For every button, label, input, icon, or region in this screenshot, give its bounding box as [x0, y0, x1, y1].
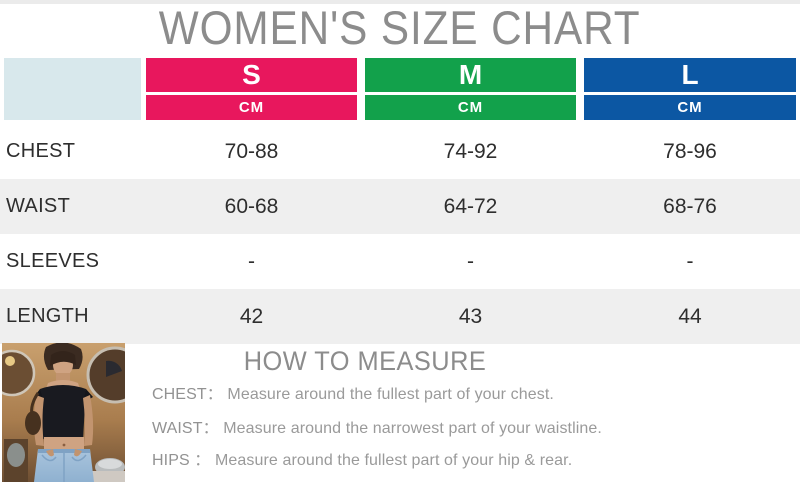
top-divider: [0, 0, 800, 4]
table-row-waist: WAIST 60-68 64-72 68-76: [0, 179, 800, 234]
length-value-s: 42: [239, 305, 264, 328]
table-row-sleeves: SLEEVES - - -: [0, 234, 800, 289]
measure-line-hips: HIPS ： Measure around the fullest part o…: [152, 451, 712, 471]
how-to-measure-title: HOW TO MEASURE: [243, 346, 487, 376]
measure-colon-hips: ：: [189, 452, 211, 469]
unit-header-s: CM: [146, 95, 357, 120]
measure-text-chest: Measure around the fullest part of your …: [227, 386, 554, 403]
table-corner-cell: [4, 58, 141, 120]
chest-value-s: 70-88: [224, 140, 279, 163]
model-photo-illustration: [2, 343, 125, 482]
row-label-chest: CHEST: [6, 140, 76, 162]
measure-line-waist: WAIST： Measure around the narrowest part…: [152, 419, 712, 439]
waist-value-s: 60-68: [224, 195, 279, 218]
measure-label-hips: HIPS: [152, 452, 190, 469]
unit-header-m: CM: [365, 95, 576, 120]
size-header-m: M: [365, 58, 576, 92]
table-row-length: LENGTH 42 43 44: [0, 289, 800, 344]
length-value-m: 43: [458, 305, 483, 328]
unit-header-m-label: CM: [457, 99, 484, 116]
sleeves-value-s: -: [248, 250, 255, 273]
page-title-wrap: WOMEN'S SIZE CHART: [0, 2, 800, 56]
length-value-l: 44: [678, 305, 702, 328]
row-label-sleeves: SLEEVES: [6, 250, 100, 272]
waist-value-l: 68-76: [663, 195, 717, 218]
measure-colon-waist: ：: [202, 420, 219, 437]
how-to-measure-title-wrap: HOW TO MEASURE: [125, 347, 605, 375]
model-photo: [2, 343, 125, 482]
table-row-chest: CHEST 70-88 74-92 78-96: [0, 124, 800, 179]
row-label-waist: WAIST: [6, 195, 71, 217]
chest-value-l: 78-96: [663, 140, 717, 163]
measure-colon-chest: ：: [206, 386, 223, 403]
unit-header-l: CM: [584, 95, 796, 120]
size-header-s-label: S: [242, 59, 261, 90]
measure-line-chest: CHEST： Measure around the fullest part o…: [152, 385, 712, 405]
page-title: WOMEN'S SIZE CHART: [159, 1, 641, 54]
size-header-l: L: [584, 58, 796, 92]
size-header-l-label: L: [681, 59, 699, 90]
measure-label-chest: CHEST: [152, 386, 207, 403]
unit-header-l-label: CM: [677, 99, 703, 116]
waist-value-m: 64-72: [443, 195, 498, 218]
sleeves-value-l: -: [686, 250, 694, 273]
chest-value-m: 74-92: [443, 140, 498, 163]
unit-header-s-label: CM: [238, 99, 265, 116]
row-label-length: LENGTH: [6, 305, 89, 327]
sleeves-value-m: -: [467, 250, 474, 273]
measure-text-hips: Measure around the fullest part of your …: [214, 452, 573, 469]
size-header-m-label: M: [458, 59, 483, 90]
measure-text-waist: Measure around the narrowest part of you…: [223, 420, 602, 437]
size-header-s: S: [146, 58, 357, 92]
measure-label-waist: WAIST: [152, 420, 203, 437]
